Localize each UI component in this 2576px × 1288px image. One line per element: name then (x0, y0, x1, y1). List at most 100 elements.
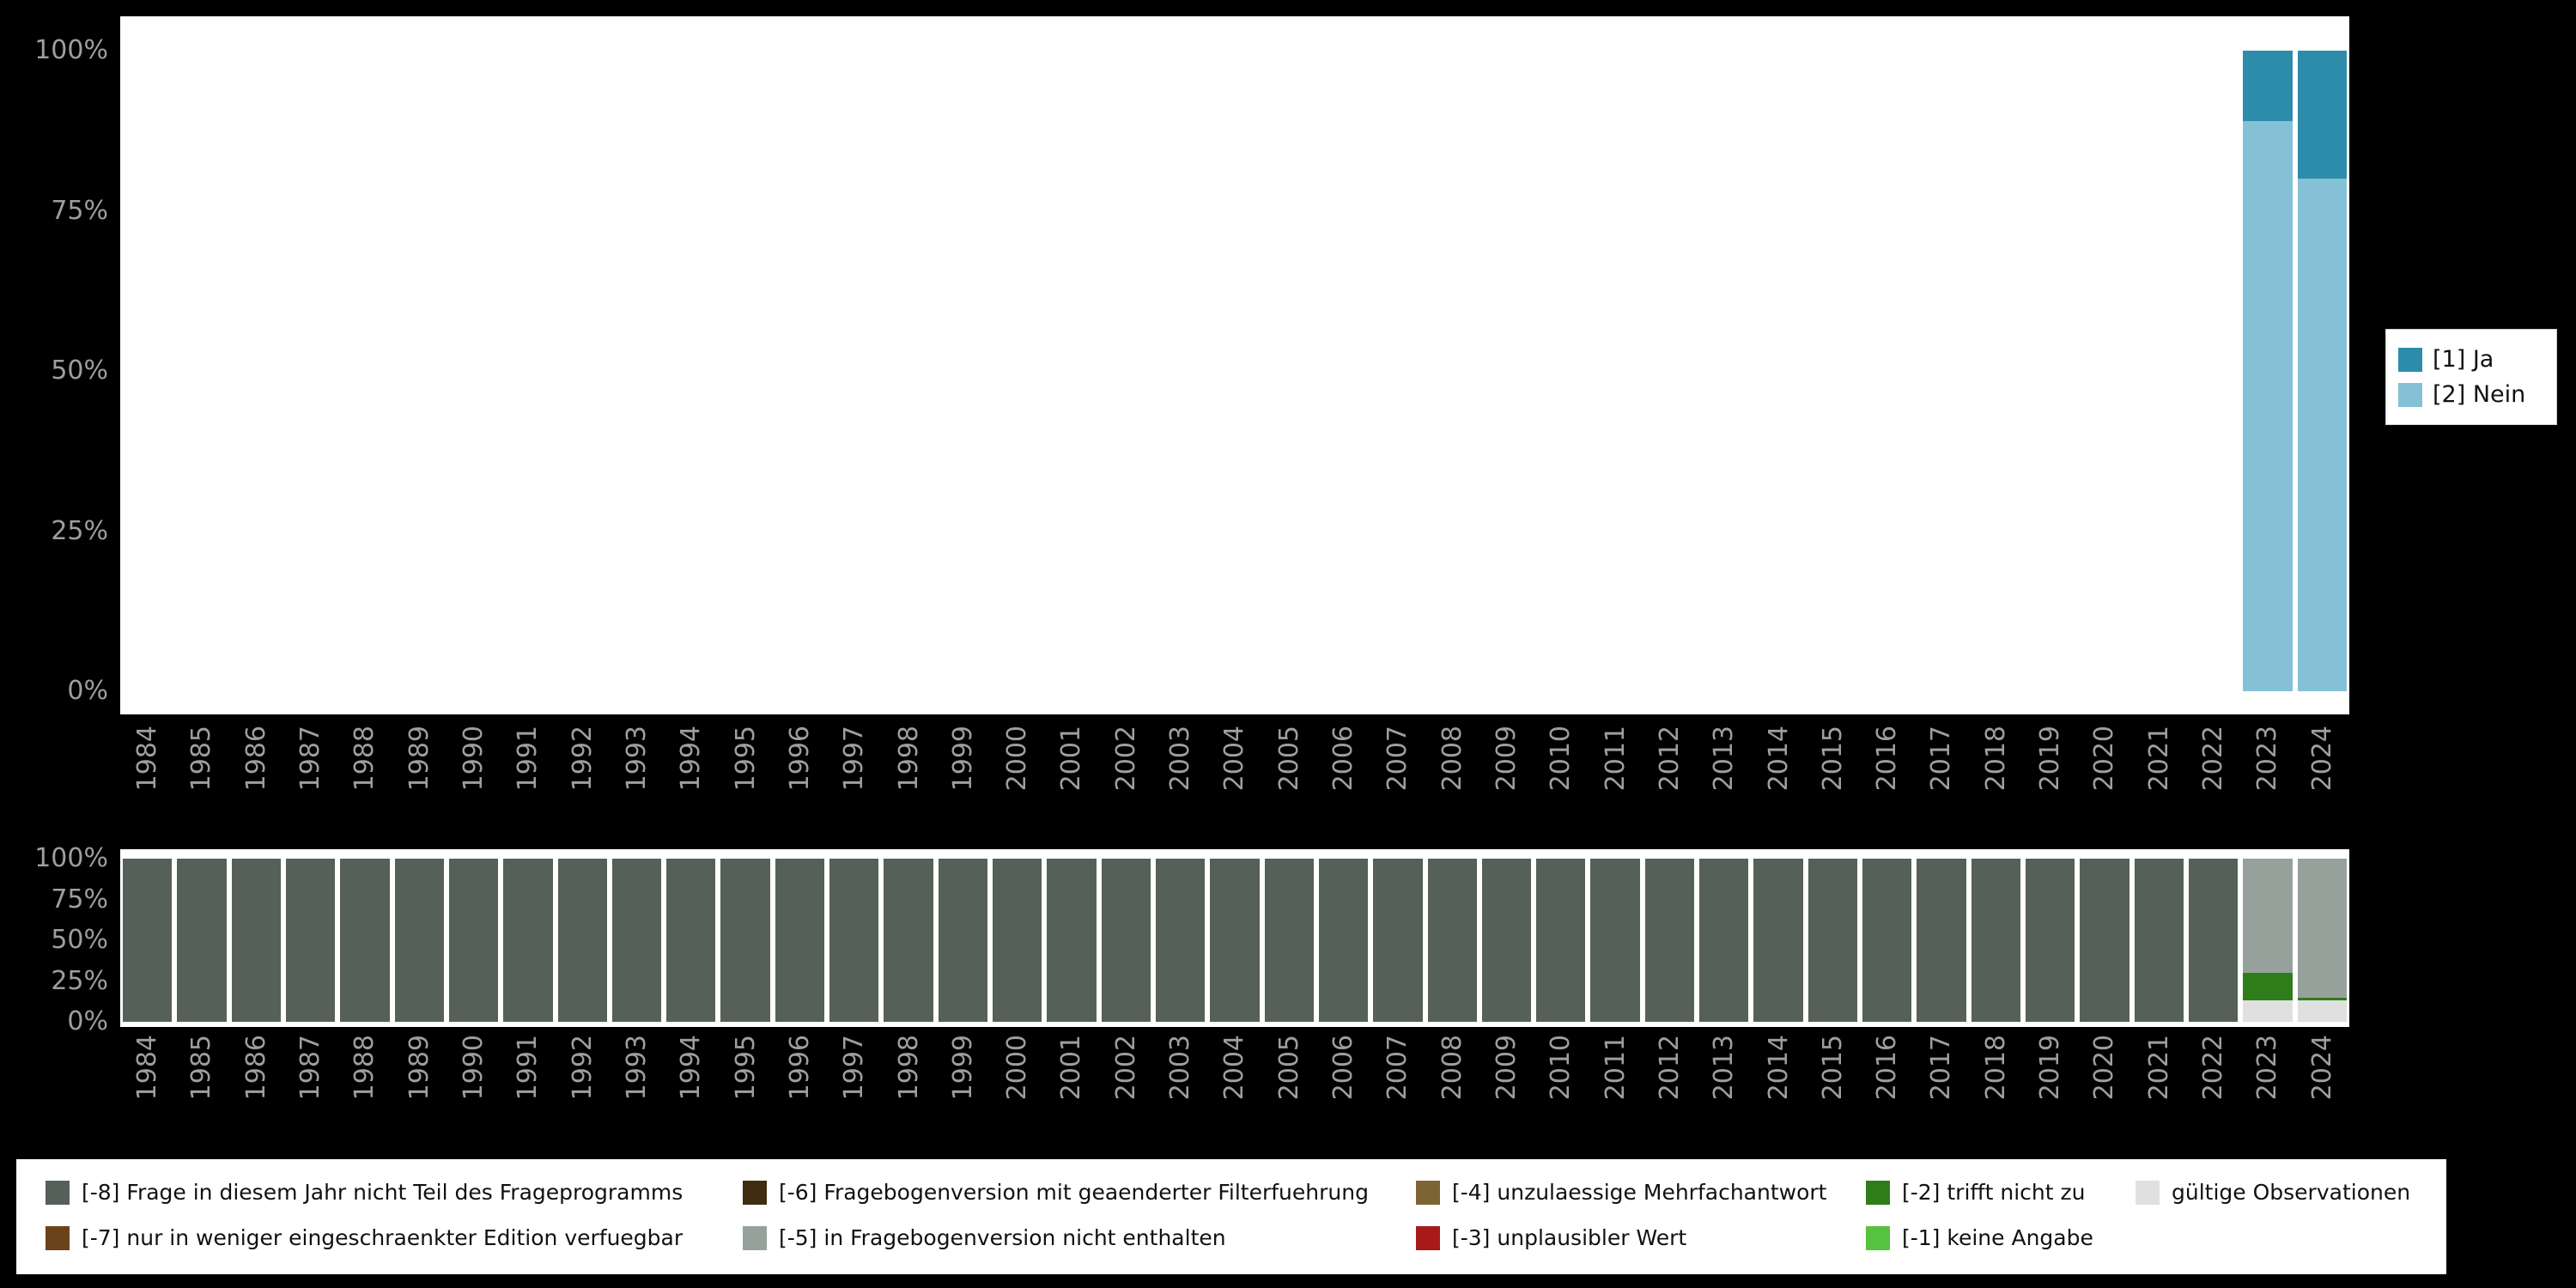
x-tick-2007: 2007 (1370, 726, 1425, 835)
bar-2011 (1588, 51, 1642, 691)
year-label: 1992 (567, 726, 598, 792)
bar-segment (829, 859, 879, 1022)
x-tick-1993: 1993 (610, 726, 664, 835)
legend-label: [-3] unplausibler Wert (1452, 1225, 1687, 1250)
x-tick-2013: 2013 (1697, 1035, 1751, 1145)
bar-2012 (1643, 859, 1697, 1022)
legend-label: gültige Observationen (2172, 1180, 2411, 1205)
bar-segment (2134, 859, 2184, 1022)
x-tick-1998: 1998 (881, 726, 935, 835)
year-label: 1994 (676, 1035, 707, 1101)
legend-column: [-6] Fragebogenversion mit geaenderter F… (743, 1170, 1416, 1274)
legend-item: [-2] trifft nicht zu (1866, 1170, 2136, 1215)
legend-swatch-neg1 (1866, 1225, 1890, 1250)
answers-chart-plot (120, 16, 2349, 714)
bar-2006 (1316, 859, 1370, 1022)
bar-segment (1971, 859, 2020, 1022)
x-tick-1994: 1994 (664, 726, 718, 835)
bar-2012 (1643, 51, 1697, 691)
year-label: 2009 (1491, 726, 1522, 792)
bar-segment (2243, 859, 2293, 974)
bar-2013 (1697, 859, 1751, 1022)
bar-2019 (2023, 51, 2077, 691)
bar-segment (557, 859, 607, 1022)
x-tick-2021: 2021 (2132, 726, 2186, 835)
x-tick-2008: 2008 (1425, 1035, 1479, 1145)
legend-label: [2] Nein (2433, 381, 2526, 408)
bar-segment (1101, 859, 1151, 1022)
bar-segment (448, 859, 499, 1022)
x-tick-1996: 1996 (773, 1035, 827, 1145)
bar-2016 (1860, 859, 1914, 1022)
bar-2021 (2132, 859, 2186, 1022)
bar-segment (231, 859, 281, 1022)
x-tick-2010: 2010 (1534, 726, 1588, 835)
bar-2015 (1806, 859, 1860, 1022)
legend-swatch-neg8 (46, 1180, 70, 1205)
x-tick-1995: 1995 (718, 726, 772, 835)
legend-item: [-1] keine Angabe (1866, 1215, 2136, 1261)
year-label: 2009 (1491, 1035, 1522, 1101)
year-label: 1998 (893, 1035, 924, 1101)
year-label: 2015 (1817, 1035, 1848, 1101)
x-tick-1995: 1995 (718, 1035, 772, 1145)
legend-label: [-7] nur in weniger eingeschraenkter Edi… (82, 1225, 683, 1250)
bar-2022 (2186, 859, 2240, 1022)
x-tick-2004: 2004 (1207, 726, 1261, 835)
year-label: 2018 (1980, 726, 2011, 792)
answers-chart-x-axis: 1984 1985 1986 1987 1988 1989 1990 1991 1992 1993… (120, 726, 2349, 835)
x-tick-2022: 2022 (2186, 1035, 2240, 1145)
bar-2017 (1914, 51, 1968, 691)
bar-2013 (1697, 51, 1751, 691)
x-tick-1985: 1985 (174, 726, 228, 835)
bar-1994 (664, 859, 718, 1022)
x-tick-2017: 2017 (1914, 1035, 1968, 1145)
bar-segment (884, 859, 933, 1022)
x-tick-2002: 2002 (1099, 726, 1153, 835)
x-tick-2018: 2018 (1969, 1035, 2023, 1145)
legend-item: [-3] unplausibler Wert (1416, 1215, 1866, 1261)
bar-1987 (283, 859, 337, 1022)
year-label: 1987 (295, 726, 326, 792)
legend-swatch-neg2 (1866, 1180, 1890, 1205)
legend-swatch-neg3 (1416, 1225, 1440, 1250)
year-label: 2000 (1002, 726, 1033, 792)
bar-segment (611, 859, 662, 1022)
x-tick-1992: 1992 (556, 1035, 610, 1145)
bar-1995 (718, 859, 772, 1022)
year-label: 2014 (1763, 1035, 1794, 1101)
x-tick-2004: 2004 (1207, 1035, 1261, 1145)
bar-segment (2243, 121, 2293, 691)
year-label: 2021 (2143, 1035, 2174, 1101)
year-label: 2023 (2252, 1035, 2283, 1101)
x-tick-1989: 1989 (392, 1035, 447, 1145)
year-label: 1996 (784, 726, 815, 792)
bar-segment (2297, 51, 2347, 179)
year-label: 1986 (240, 726, 271, 792)
x-tick-2019: 2019 (2023, 1035, 2077, 1145)
year-label: 2006 (1328, 726, 1359, 792)
legend-item: [1] Ja (2398, 346, 2544, 373)
bar-segment (2243, 51, 2293, 122)
x-tick-1993: 1993 (610, 1035, 664, 1145)
bar-segment (1155, 859, 1206, 1022)
y-tick-label: 25% (51, 965, 108, 996)
bar-1997 (827, 51, 881, 691)
year-label: 1990 (459, 1035, 489, 1101)
year-label: 2005 (1273, 1035, 1304, 1101)
year-label: 2003 (1165, 1035, 1196, 1101)
bar-1997 (827, 859, 881, 1022)
year-label: 1996 (784, 1035, 815, 1101)
x-tick-1997: 1997 (827, 1035, 881, 1145)
bar-2024 (2295, 51, 2349, 691)
legend-label: [-8] Frage in diesem Jahr nicht Teil des… (82, 1180, 683, 1205)
x-tick-2021: 2021 (2132, 1035, 2186, 1145)
year-label: 2012 (1654, 1035, 1685, 1101)
year-label: 2024 (2306, 726, 2337, 792)
x-tick-1999: 1999 (936, 1035, 990, 1145)
bar-2001 (1044, 51, 1098, 691)
x-tick-1987: 1987 (283, 726, 337, 835)
bar-segment (2297, 1000, 2347, 1022)
bar-1984 (120, 859, 174, 1022)
x-tick-2012: 2012 (1643, 1035, 1697, 1145)
